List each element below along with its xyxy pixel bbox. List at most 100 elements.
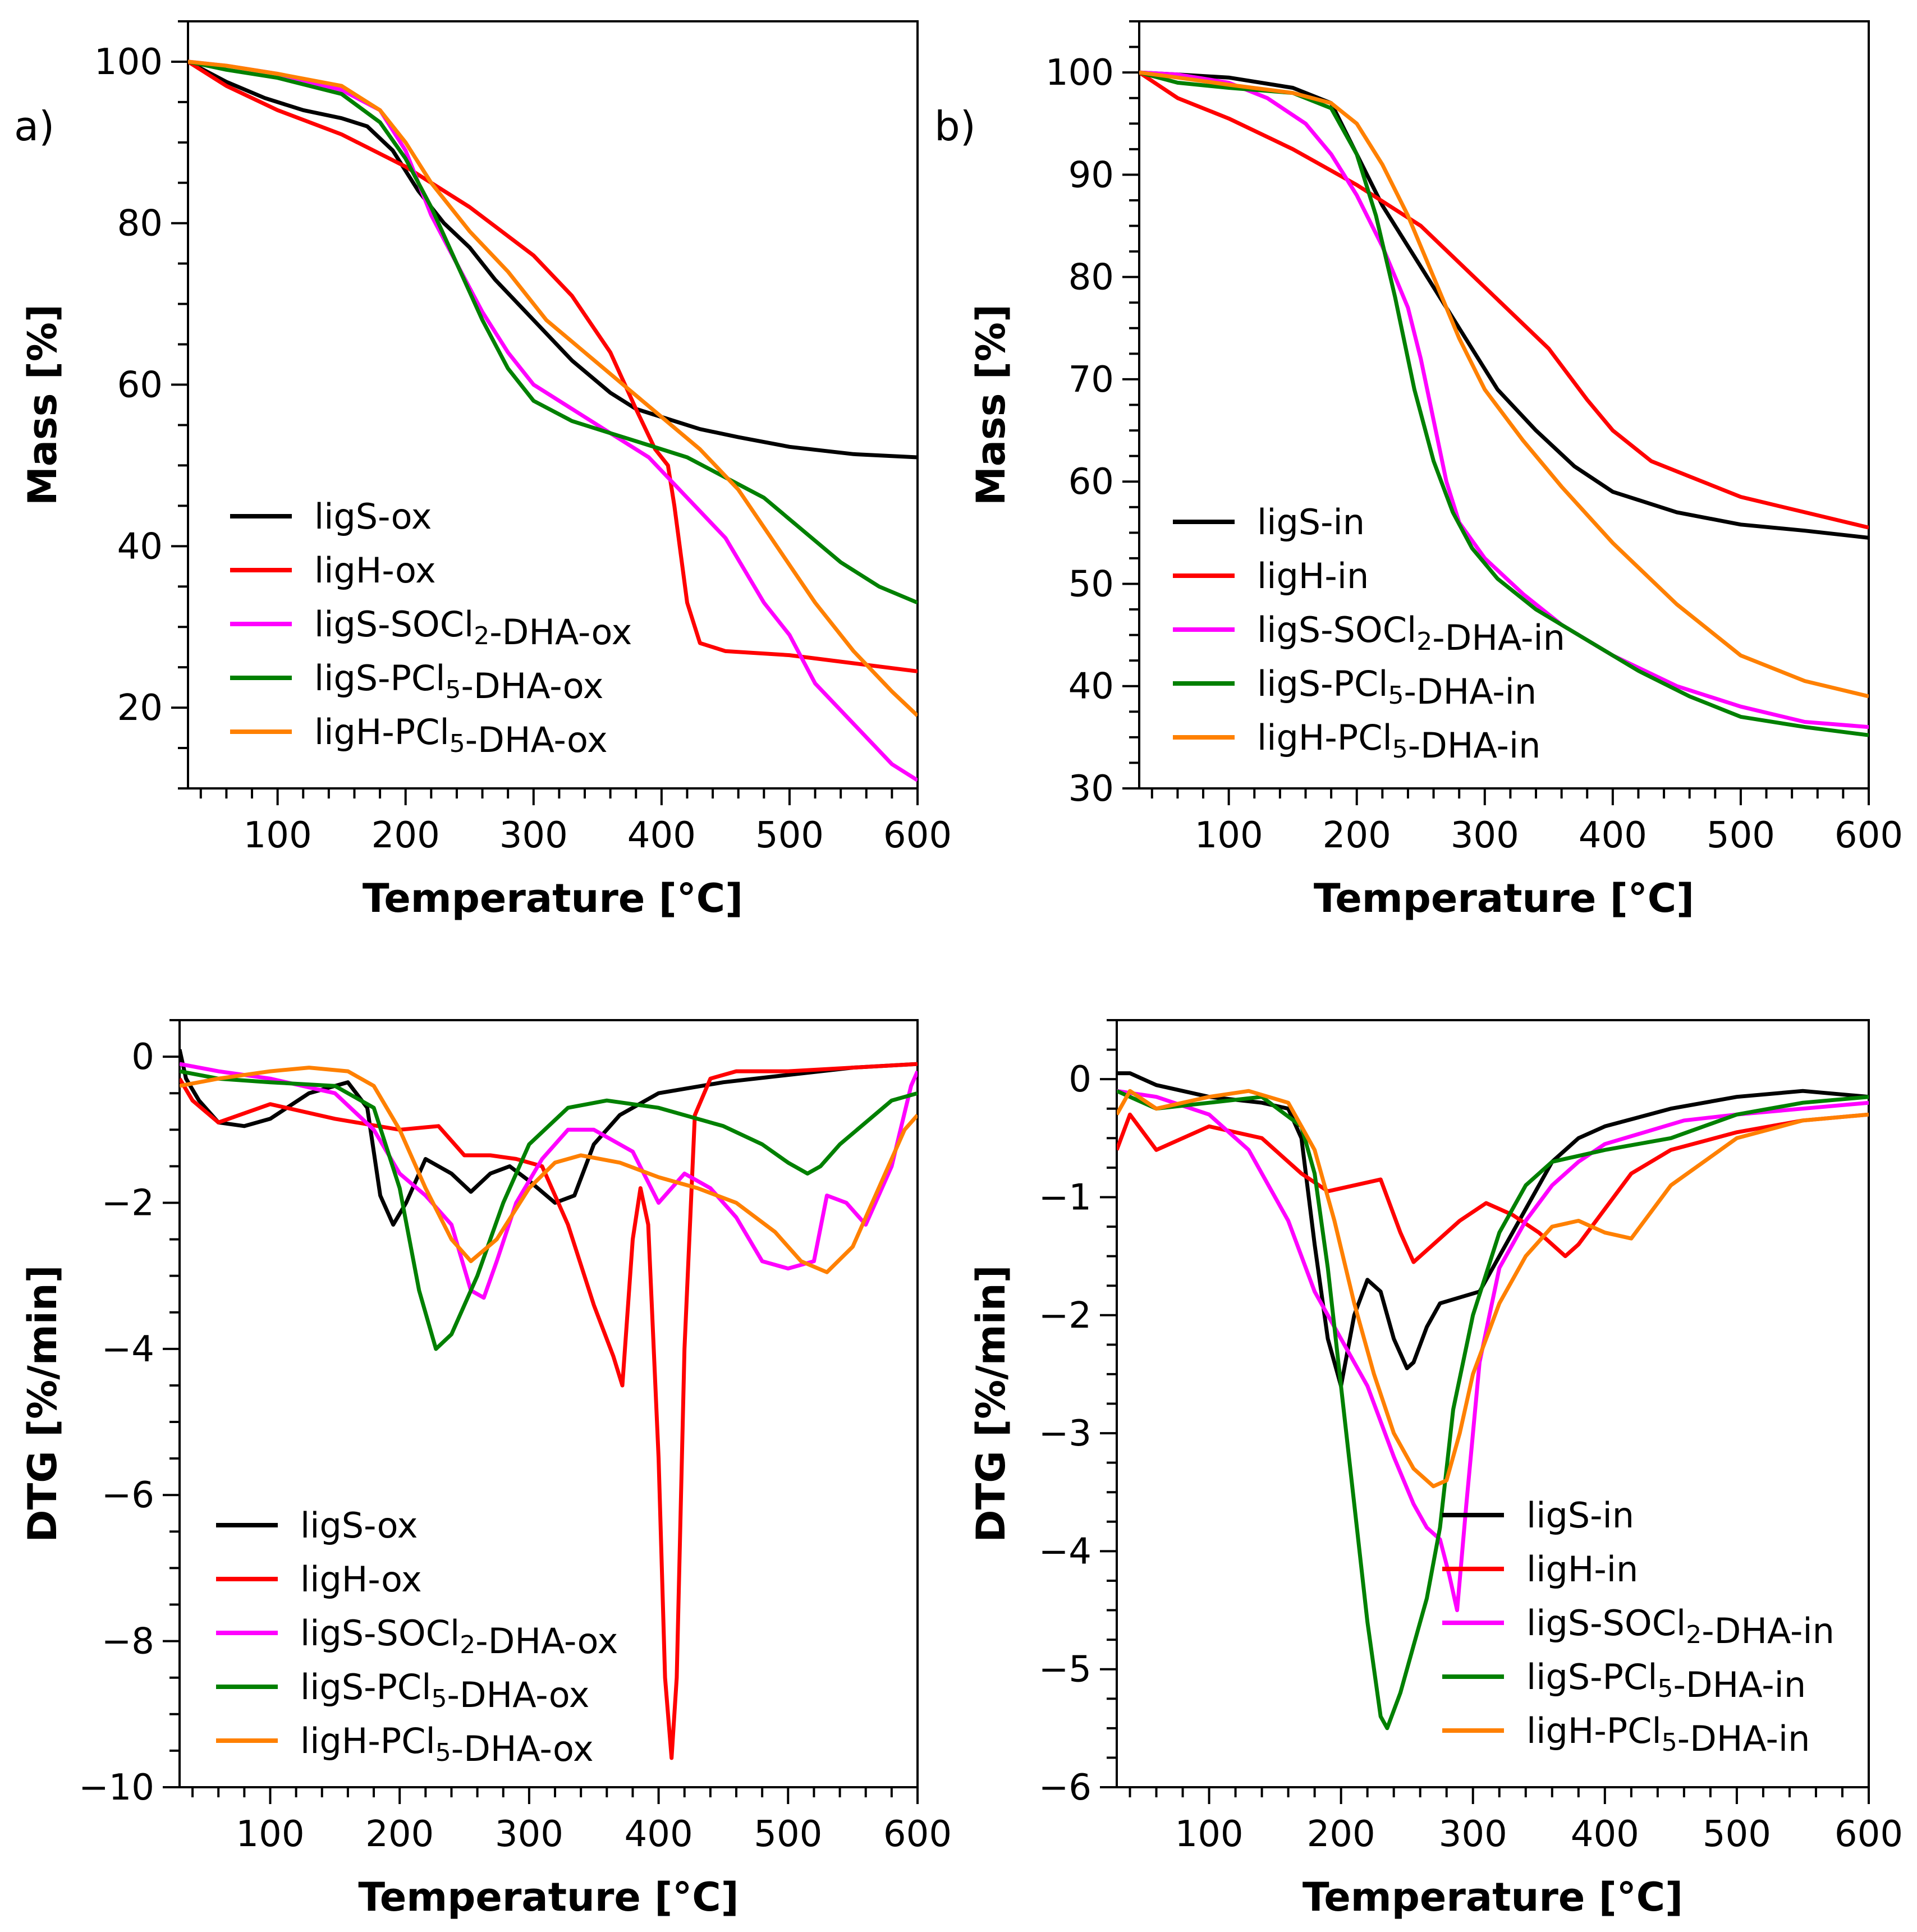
y-tick-label: 100 — [1045, 52, 1114, 94]
x-axis-title: Temperature [°C] — [363, 875, 743, 921]
x-tick-label: 600 — [1835, 1814, 1903, 1855]
series-line-ligs-pcl5-dha-ox — [188, 59, 918, 605]
x-tick-label: 200 — [372, 815, 440, 856]
series-line-ligh-pcl5-dha-ox — [180, 1066, 918, 1274]
x-tick-label: 300 — [499, 815, 568, 856]
legend: ligS-ox ligH-ox ligS-SOCl2-DHA-ox ligS-PCl5… — [230, 496, 632, 760]
tg-in-chart: 100 200 300 400 500 600 30 40 50 60 70 80 90 100 Tempe… — [934, 20, 1903, 921]
legend-label: ligS-ox — [314, 496, 432, 537]
y-tick-label: 0 — [131, 1036, 154, 1078]
y-tick-label: −10 — [79, 1767, 154, 1809]
series-line-ligh-in — [1139, 71, 1869, 530]
series-line-ligs-pcl5-dha-in — [1117, 1089, 1869, 1731]
y-axis-title: Mass [%] — [20, 304, 66, 506]
x-tick-label: 500 — [754, 1814, 822, 1855]
y-axis-title: DTG [%/min] — [20, 1265, 66, 1542]
y-axis-title: DTG [%/min] — [968, 1265, 1014, 1542]
legend-label: ligH-PCl5-DHA-ox — [300, 1720, 594, 1769]
legend-label: ligS-SOCl2-DHA-in — [1526, 1603, 1835, 1651]
y-tick-label: 70 — [1068, 359, 1114, 401]
series-line-ligh-pcl5-dha-ox — [188, 59, 918, 718]
x-tick-label: 600 — [883, 815, 952, 856]
legend-label: ligS-PCl5-DHA-ox — [314, 658, 603, 706]
x-axis-title: Temperature [°C] — [1314, 875, 1694, 921]
plot-frame — [187, 20, 919, 790]
x-tick-label: 500 — [1703, 1814, 1771, 1855]
y-tick-label: 60 — [117, 365, 163, 406]
dtg-ox-chart: 100 200 300 400 500 600 −10 −8 −6 −4 −2 0 Temperatur… — [20, 1019, 952, 1920]
x-tick-label: 100 — [236, 1814, 304, 1855]
x-tick-label: 400 — [1571, 1814, 1639, 1855]
legend-label: ligH-ox — [300, 1559, 422, 1600]
x-tick-label: 500 — [755, 815, 824, 856]
legend-label: ligS-PCl5-DHA-in — [1257, 663, 1537, 712]
x-tick-label: 600 — [1835, 815, 1903, 856]
series-line-ligs-ox — [188, 59, 918, 460]
legend-label: ligH-ox — [314, 550, 436, 591]
x-axis-title: Temperature [°C] — [358, 1874, 739, 1920]
dtg-in-chart: 100 200 300 400 500 600 −6 −5 −4 −3 −2 −1 0 Temperatu… — [968, 1019, 1903, 1920]
x-tick-label: 200 — [365, 1814, 434, 1855]
legend: ligS-ox ligH-ox ligS-SOCl2-DHA-ox ligS-PCl5… — [216, 1505, 618, 1769]
x-axis-title: Temperature [°C] — [1303, 1874, 1683, 1920]
y-tick-label: 40 — [1068, 666, 1114, 708]
x-tick-label: 100 — [1195, 815, 1263, 856]
legend-label: ligS-in — [1526, 1495, 1634, 1536]
y-tick-label: −6 — [1039, 1767, 1092, 1809]
x-tick-label: 300 — [495, 1814, 563, 1855]
series-line-ligh-pcl5-dha-in — [1139, 70, 1869, 699]
legend-label: ligS-in — [1257, 502, 1365, 543]
x-tick-label: 500 — [1707, 815, 1775, 856]
y-tick-label: −4 — [1039, 1531, 1092, 1572]
x-tick-label: 400 — [1579, 815, 1647, 856]
y-tick-label: −1 — [1039, 1177, 1092, 1218]
y-tick-label: 40 — [117, 526, 163, 567]
y-tick-label: 100 — [94, 42, 163, 83]
plot-frame — [178, 1019, 919, 1788]
y-tick-label: −2 — [1039, 1295, 1092, 1337]
y-tick-label: 50 — [1068, 563, 1114, 605]
series-line-ligs-socl2-dha-in — [1139, 70, 1869, 729]
y-tick-label: 90 — [1068, 154, 1114, 196]
y-tick-label: 0 — [1068, 1059, 1092, 1100]
x-tick-label: 300 — [1451, 815, 1519, 856]
legend-label: ligH-in — [1257, 556, 1369, 596]
y-tick-label: −2 — [102, 1182, 154, 1224]
y-tick-label: 80 — [117, 203, 163, 245]
x-tick-label: 200 — [1307, 1814, 1375, 1855]
series-line-ligs-in — [1139, 70, 1869, 540]
x-tick-label: 100 — [1175, 1814, 1243, 1855]
legend-label: ligS-SOCl2-DHA-ox — [314, 604, 632, 653]
panel-label: a) — [14, 103, 54, 150]
legend-label: ligH-PCl5-DHA-ox — [314, 712, 608, 760]
y-tick-label: 20 — [117, 687, 163, 729]
legend-label: ligS-PCl5-DHA-in — [1526, 1656, 1806, 1705]
legend-label: ligS-PCl5-DHA-ox — [300, 1667, 589, 1715]
y-tick-label: 60 — [1068, 461, 1114, 503]
y-axis-title: Mass [%] — [968, 304, 1014, 506]
y-tick-label: −8 — [102, 1621, 154, 1663]
legend-label: ligS-SOCl2-DHA-in — [1257, 609, 1565, 658]
y-tick-label: −3 — [1039, 1413, 1092, 1454]
x-tick-label: 300 — [1439, 1814, 1507, 1855]
series-line-ligh-pcl5-dha-in — [1117, 1089, 1869, 1489]
series-line-ligs-pcl5-dha-ox — [180, 1069, 918, 1351]
legend: ligS-in ligH-in ligS-SOCl2-DHA-in ligS-PCl5… — [1173, 502, 1565, 766]
x-tick-label: 200 — [1323, 815, 1391, 856]
series-line-ligs-ox — [180, 1049, 918, 1227]
x-tick-label: 600 — [883, 1814, 952, 1855]
y-tick-label: −5 — [1039, 1649, 1092, 1691]
tg-ox-chart: 100 200 300 400 500 600 20 40 60 80 100 Temperature… — [14, 20, 952, 921]
x-tick-label: 400 — [627, 815, 696, 856]
series-line-ligs-in — [1117, 1071, 1869, 1388]
legend-label: ligH-in — [1526, 1549, 1638, 1590]
panel-label: b) — [934, 103, 976, 150]
y-tick-label: −4 — [102, 1329, 154, 1370]
legend-label: ligS-SOCl2-DHA-ox — [300, 1613, 618, 1662]
legend-label: ligH-PCl5-DHA-in — [1257, 717, 1540, 766]
x-tick-label: 100 — [244, 815, 312, 856]
legend: ligS-in ligH-in ligS-SOCl2-DHA-in ligS-PCl5… — [1442, 1495, 1835, 1759]
y-tick-label: 30 — [1068, 768, 1114, 810]
x-tick-label: 400 — [625, 1814, 693, 1855]
